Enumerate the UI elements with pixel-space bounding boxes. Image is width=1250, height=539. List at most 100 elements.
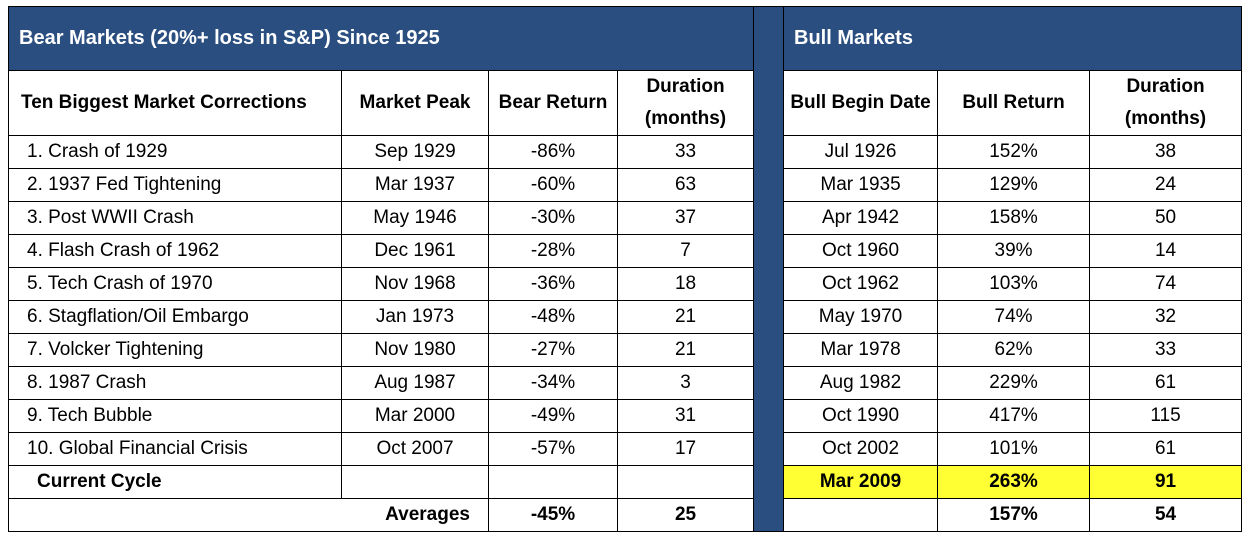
header-market-peak: Market Peak xyxy=(341,70,489,136)
table-row: 2. 1937 Fed Tightening Mar 1937 -60% 63 Mar … xyxy=(8,168,1243,202)
table-row: 4. Flash Crash of 1962 Dec 1961 -28% 7 Oct 1… xyxy=(8,234,1243,268)
bear-duration: 21 xyxy=(616,300,755,334)
avg-bear-duration: 25 xyxy=(616,498,755,532)
bull-duration: 115 xyxy=(1089,399,1243,433)
current-cycle-row: Current Cycle Mar 2009 263% 91 xyxy=(8,465,1243,499)
table-row: 10. Global Financial Crisis Oct 2007 -57% 1… xyxy=(8,432,1243,466)
averages-label: Averages xyxy=(8,498,489,532)
table-row: 3. Post WWII Crash May 1946 -30% 37 Apr 1942… xyxy=(8,201,1243,235)
correction-name: 2. 1937 Fed Tightening xyxy=(8,168,342,202)
bear-duration: 63 xyxy=(616,168,755,202)
market-peak: Oct 2007 xyxy=(341,432,489,466)
market-peak: Sep 1929 xyxy=(341,135,489,169)
bear-return: -48% xyxy=(488,300,618,334)
bull-duration: 24 xyxy=(1089,168,1243,202)
correction-name: 8. 1987 Crash xyxy=(8,366,342,400)
bull-return: 129% xyxy=(937,168,1091,202)
bull-begin: Mar 1935 xyxy=(783,168,939,202)
bear-return: -27% xyxy=(488,333,618,367)
correction-name: 10. Global Financial Crisis xyxy=(8,432,342,466)
bull-duration: 32 xyxy=(1089,300,1243,334)
header-bull-return: Bull Return xyxy=(937,70,1091,136)
bull-return: 39% xyxy=(937,234,1091,268)
bull-duration: 38 xyxy=(1089,135,1243,169)
bull-duration: 61 xyxy=(1089,366,1243,400)
market-peak: May 1946 xyxy=(341,201,489,235)
market-peak: Dec 1961 xyxy=(341,234,489,268)
title-row: Bear Markets (20%+ loss in S&P) Since 19… xyxy=(7,6,1243,532)
bear-duration: 21 xyxy=(616,333,755,367)
bear-return: -30% xyxy=(488,201,618,235)
bull-duration: 50 xyxy=(1089,201,1243,235)
bull-duration: 14 xyxy=(1089,234,1243,268)
correction-name: 5. Tech Crash of 1970 xyxy=(8,267,342,301)
bear-duration: 33 xyxy=(616,135,755,169)
table-row: 5. Tech Crash of 1970 Nov 1968 -36% 18 Oct 1… xyxy=(8,267,1243,301)
bull-return: 417% xyxy=(937,399,1091,433)
bull-begin: Oct 1962 xyxy=(783,267,939,301)
header-bear-return: Bear Return xyxy=(488,70,618,136)
correction-name: 1. Crash of 1929 xyxy=(8,135,342,169)
bear-duration: 31 xyxy=(616,399,755,433)
correction-name: 3. Post WWII Crash xyxy=(8,201,342,235)
bear-return: -60% xyxy=(488,168,618,202)
bull-begin: Oct 1990 xyxy=(783,399,939,433)
header-corrections: Ten Biggest Market Corrections xyxy=(8,70,342,136)
header-bull-begin: Bull Begin Date xyxy=(783,70,939,136)
bear-return: -49% xyxy=(488,399,618,433)
bull-begin: Apr 1942 xyxy=(783,201,939,235)
bear-return: -34% xyxy=(488,366,618,400)
bear-return: -86% xyxy=(488,135,618,169)
market-peak: Aug 1987 xyxy=(341,366,489,400)
avg-bear-return: -45% xyxy=(488,498,618,532)
averages-row: Averages -45% 25 157% 54 xyxy=(8,498,1243,532)
market-peak: Nov 1968 xyxy=(341,267,489,301)
header-bull-duration: Duration (months) xyxy=(1089,70,1243,136)
market-peak: Mar 2000 xyxy=(341,399,489,433)
empty-cell xyxy=(616,465,755,499)
header-bear-duration: Duration (months) xyxy=(616,70,755,136)
bull-title: Bull Markets xyxy=(783,6,1243,71)
bull-duration: 74 xyxy=(1089,267,1243,301)
market-peak: Nov 1980 xyxy=(341,333,489,367)
bear-duration: 37 xyxy=(616,201,755,235)
bear-duration: 17 xyxy=(616,432,755,466)
bull-return: 152% xyxy=(937,135,1091,169)
bear-duration: 18 xyxy=(616,267,755,301)
correction-name: 9. Tech Bubble xyxy=(8,399,342,433)
column-header-row: Ten Biggest Market Corrections Market Pe… xyxy=(8,70,1243,136)
bear-duration: 3 xyxy=(616,366,755,400)
bull-begin: Jul 1926 xyxy=(783,135,939,169)
table-row: 9. Tech Bubble Mar 2000 -49% 31 Oct 1990 417%… xyxy=(8,399,1243,433)
bull-duration: 33 xyxy=(1089,333,1243,367)
empty-cell xyxy=(341,465,489,499)
bull-begin: Oct 1960 xyxy=(783,234,939,268)
bull-return: 158% xyxy=(937,201,1091,235)
bull-return: 101% xyxy=(937,432,1091,466)
current-bull-return: 263% xyxy=(937,465,1091,499)
section-divider xyxy=(753,6,785,532)
bull-return: 74% xyxy=(937,300,1091,334)
market-peak: Jan 1973 xyxy=(341,300,489,334)
bull-return: 103% xyxy=(937,267,1091,301)
bear-return: -36% xyxy=(488,267,618,301)
current-bull-begin: Mar 2009 xyxy=(783,465,939,499)
correction-name: 6. Stagflation/Oil Embargo xyxy=(8,300,342,334)
bear-duration: 7 xyxy=(616,234,755,268)
correction-name: 4. Flash Crash of 1962 xyxy=(8,234,342,268)
empty-cell xyxy=(488,465,618,499)
bull-duration: 61 xyxy=(1089,432,1243,466)
avg-bull-return: 157% xyxy=(937,498,1091,532)
bull-begin: Mar 1978 xyxy=(783,333,939,367)
bear-return: -28% xyxy=(488,234,618,268)
bull-begin: Aug 1982 xyxy=(783,366,939,400)
table-row: 7. Volcker Tightening Nov 1980 -27% 21 Mar 1… xyxy=(8,333,1243,367)
bear-return: -57% xyxy=(488,432,618,466)
table-row: 1. Crash of 1929 Sep 1929 -86% 33 Jul 1926 15… xyxy=(8,135,1243,169)
correction-name: 7. Volcker Tightening xyxy=(8,333,342,367)
bull-begin: Oct 2002 xyxy=(783,432,939,466)
bull-begin: May 1970 xyxy=(783,300,939,334)
table-row: 6. Stagflation/Oil Embargo Jan 1973 -48% 21… xyxy=(8,300,1243,334)
bear-title: Bear Markets (20%+ loss in S&P) Since 19… xyxy=(7,6,755,71)
market-cycles-table: Bear Markets (20%+ loss in S&P) Since 19… xyxy=(7,6,1243,532)
